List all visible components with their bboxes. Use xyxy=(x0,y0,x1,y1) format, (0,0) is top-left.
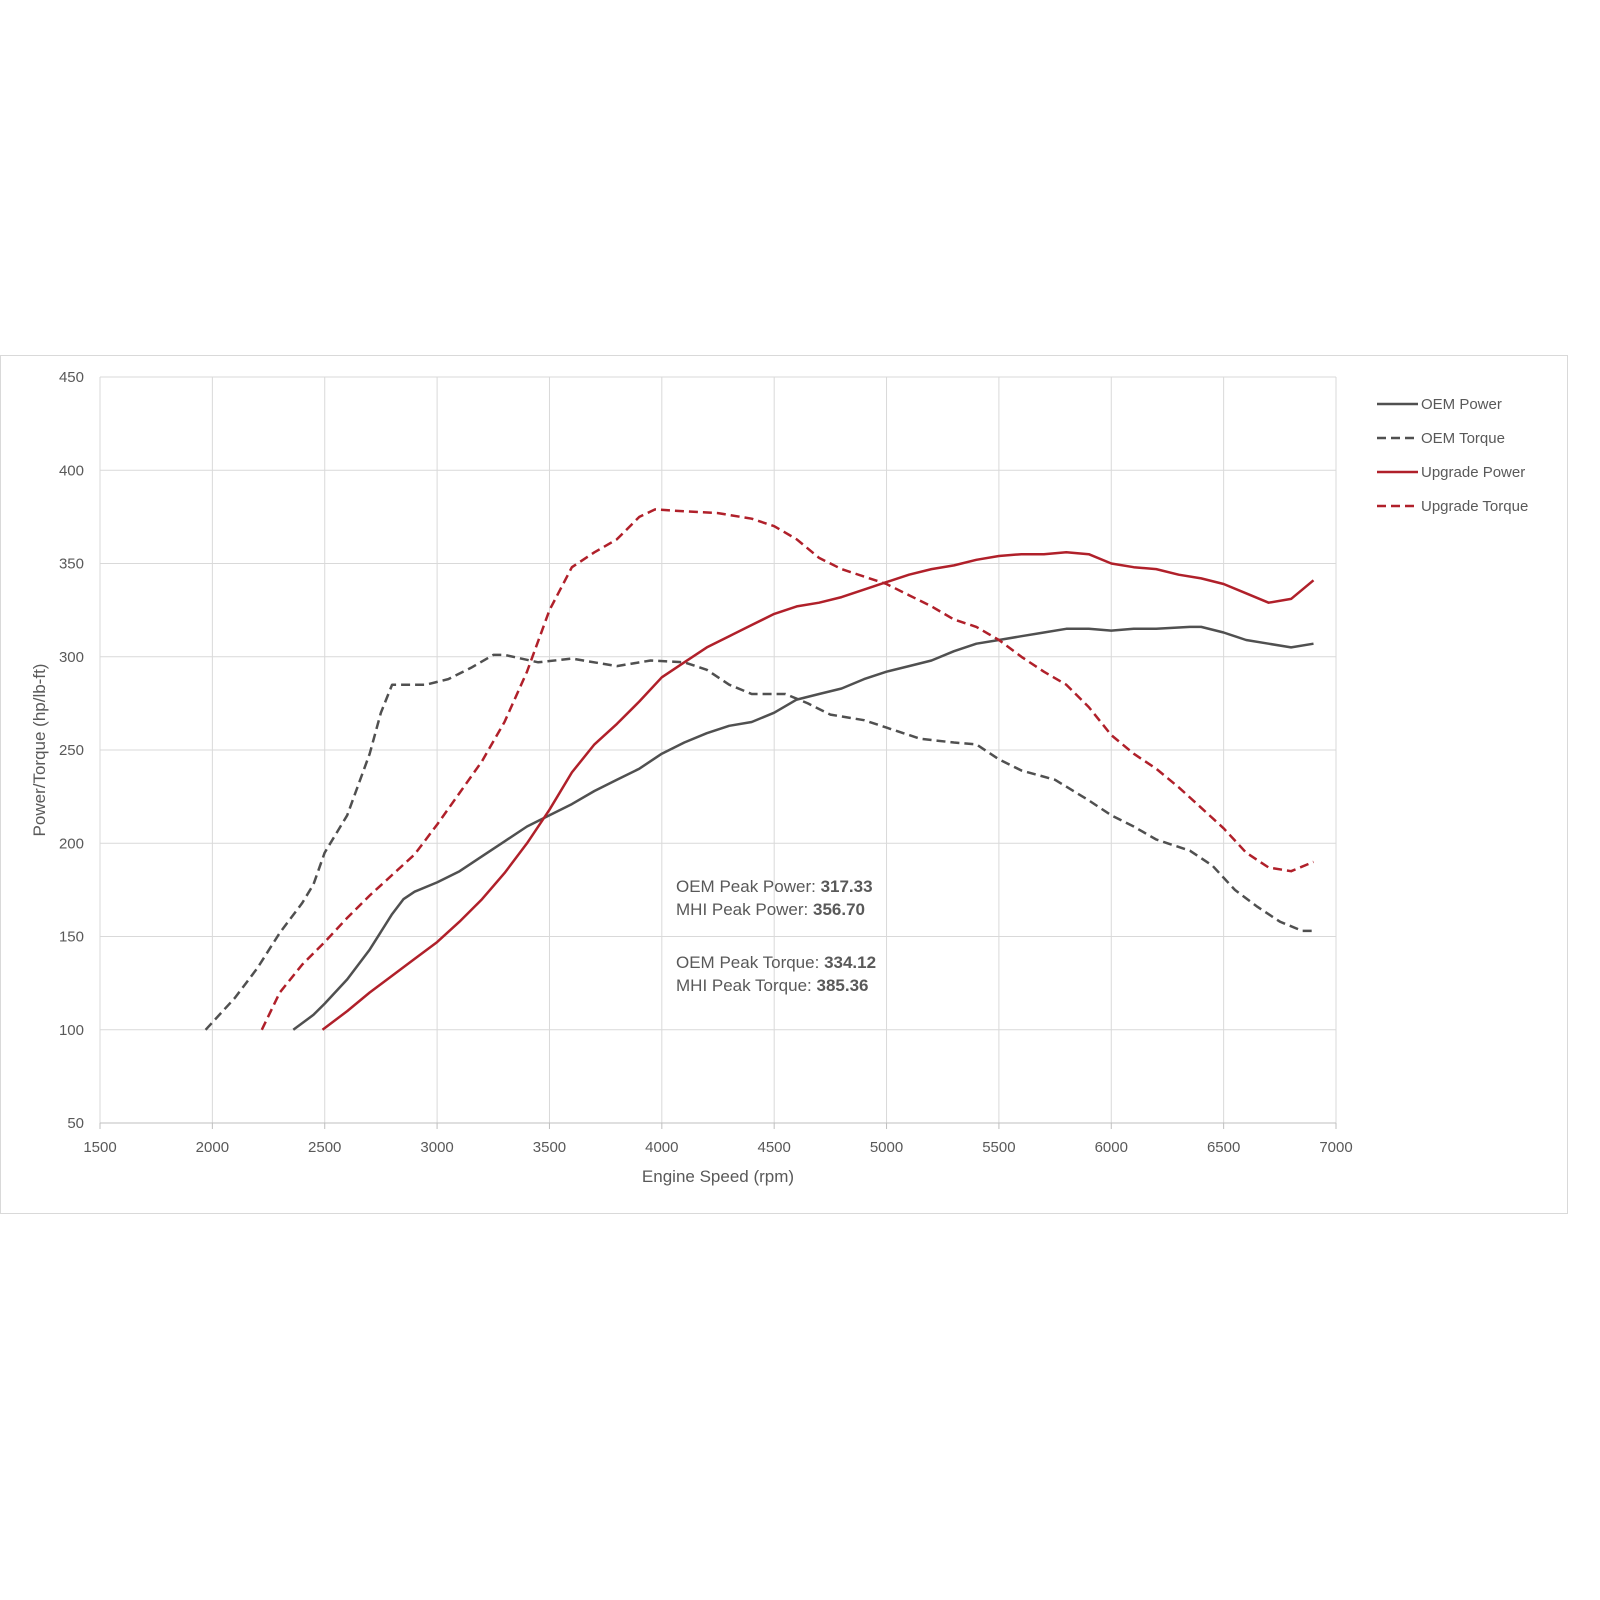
y-tick-label: 200 xyxy=(59,835,84,852)
series-line xyxy=(292,625,1314,1031)
y-tick-label: 350 xyxy=(59,556,84,573)
annotation-value: 356.70 xyxy=(813,900,865,919)
y-axis-title: Power/Torque (hp/lb-ft) xyxy=(30,664,49,837)
legend-label: Upgrade Power xyxy=(1421,464,1525,481)
x-tick-label: 6000 xyxy=(1095,1139,1128,1156)
x-tick-label: 4500 xyxy=(757,1139,790,1156)
x-tick-label: 1500 xyxy=(83,1139,116,1156)
annotation-label: MHI Peak Torque: xyxy=(676,976,812,995)
x-tick-label: 4000 xyxy=(645,1139,678,1156)
series-line xyxy=(321,551,1315,1031)
annotation-value: 334.12 xyxy=(824,953,876,972)
y-tick-label: 250 xyxy=(59,742,84,759)
annotation: OEM Peak Torque: 334.12 xyxy=(676,953,876,972)
y-tick-label: 150 xyxy=(59,929,84,946)
y-tick-label: 100 xyxy=(59,1022,84,1039)
y-tick-label: 400 xyxy=(59,462,84,479)
x-tick-label: 6500 xyxy=(1207,1139,1240,1156)
y-tick-label: 450 xyxy=(59,369,84,386)
x-axis-title: Engine Speed (rpm) xyxy=(642,1167,794,1186)
annotation-label: MHI Peak Power: xyxy=(676,900,808,919)
x-tick-label: 5500 xyxy=(982,1139,1015,1156)
annotation-value: 385.36 xyxy=(817,976,869,995)
annotation-value: 317.33 xyxy=(821,877,873,896)
annotation: OEM Peak Power: 317.33 xyxy=(676,877,873,896)
annotation: MHI Peak Power: 356.70 xyxy=(676,900,865,919)
x-tick-label: 3000 xyxy=(420,1139,453,1156)
x-tick-label: 3500 xyxy=(533,1139,566,1156)
chart-frame xyxy=(0,355,1568,1214)
x-tick-label: 2500 xyxy=(308,1139,341,1156)
series-line xyxy=(204,653,1314,1031)
y-tick-label: 50 xyxy=(67,1115,84,1132)
x-tick-label: 2000 xyxy=(196,1139,229,1156)
legend-label: Upgrade Torque xyxy=(1421,498,1528,515)
annotation-label: OEM Peak Power: xyxy=(676,877,816,896)
x-tick-label: 5000 xyxy=(870,1139,903,1156)
series-line xyxy=(260,508,1314,1031)
legend-label: OEM Torque xyxy=(1421,430,1505,447)
annotation: MHI Peak Torque: 385.36 xyxy=(676,976,869,995)
x-tick-label: 7000 xyxy=(1319,1139,1352,1156)
y-tick-label: 300 xyxy=(59,649,84,666)
legend-label: OEM Power xyxy=(1421,396,1502,413)
annotation-label: OEM Peak Torque: xyxy=(676,953,819,972)
